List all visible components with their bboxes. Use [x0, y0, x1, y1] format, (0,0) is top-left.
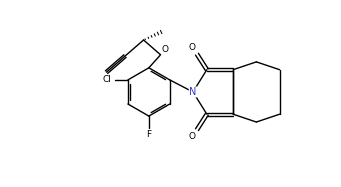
- Text: Cl: Cl: [103, 75, 112, 84]
- Text: N: N: [189, 87, 197, 97]
- Text: O: O: [189, 131, 195, 141]
- Text: F: F: [146, 130, 151, 139]
- Text: O: O: [189, 43, 195, 52]
- Text: O: O: [162, 45, 168, 54]
